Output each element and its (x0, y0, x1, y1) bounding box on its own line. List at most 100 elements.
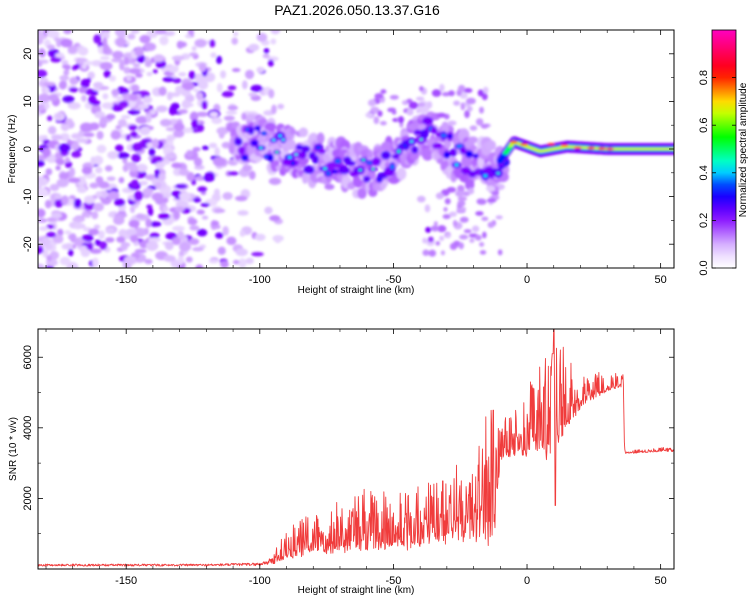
spectrogram-cell (38, 226, 49, 232)
spectrogram-cell (44, 86, 50, 94)
spectrogram-cell (232, 259, 240, 265)
y-tick-label: 2000 (22, 486, 34, 510)
spectrogram-cell (170, 259, 180, 268)
spectrogram-cell (105, 237, 115, 243)
spectrogram-cell (457, 84, 466, 93)
spectrogram-cell (196, 92, 204, 101)
spectrogram-cell (445, 233, 451, 239)
spectrogram-cell (271, 104, 277, 115)
spectrogram-cell (431, 89, 442, 97)
spectrogram-cell (331, 170, 338, 174)
spectrogram-cell (197, 80, 209, 90)
spectrogram-cell (362, 175, 371, 183)
spectrogram-cell (231, 68, 241, 73)
spectrogram-cell (161, 66, 169, 73)
spectrogram-cell (133, 63, 141, 68)
spectrogram-cell (134, 46, 144, 57)
spectrogram-cell (185, 256, 193, 263)
spectrogram-cell (435, 241, 441, 246)
spectrogram-cell (487, 221, 495, 228)
x-tick-label: -50 (385, 575, 401, 587)
spectrogram-cell (462, 191, 471, 197)
spectrogram-cell (338, 166, 350, 175)
spectrogram-cell (377, 110, 383, 117)
spectrogram-cell (459, 234, 469, 240)
spectrogram-cell (38, 218, 48, 223)
spectrogram-cell (213, 208, 226, 214)
spectrogram-cell (430, 127, 438, 134)
spectrogram-cell (56, 158, 65, 166)
colorbar-tick-label: 0.0 (698, 260, 710, 275)
spectrogram-cell (181, 102, 194, 108)
spectrogram-cell (371, 157, 381, 166)
spectrogram-cell (59, 75, 70, 81)
spectrogram-cell (80, 248, 91, 258)
spectrogram-cell (57, 228, 64, 237)
spectrogram-cell (41, 237, 51, 245)
spectrogram-cell (460, 166, 472, 175)
spectrogram-cell (58, 143, 71, 153)
spectrogram-cell (250, 84, 263, 93)
spectrogram-cell (234, 137, 243, 146)
spectrogram-cell (135, 116, 148, 124)
spectrogram-cell (146, 71, 153, 77)
spectrogram-cell (174, 183, 188, 189)
spectrogram-cell (171, 237, 181, 246)
spectrogram-cell (128, 164, 139, 172)
spectrogram-cell (144, 258, 153, 265)
spectrogram-amplitude-field (38, 30, 674, 268)
spectrogram-cell (135, 163, 148, 173)
spectrogram-cell (196, 209, 205, 215)
spectrogram-cell (68, 249, 74, 257)
spectrogram-cell (255, 125, 260, 131)
spectrogram-cell (107, 151, 119, 160)
spectrogram-cell (38, 208, 46, 218)
spectrogram-cell (38, 30, 42, 35)
spectrogram-cell (178, 72, 187, 77)
spectrogram-cell (239, 230, 246, 237)
spectrogram-cell (459, 146, 467, 155)
spectrogram-cell (439, 235, 445, 242)
spectrogram-cell (149, 109, 157, 115)
spectrogram-cell (88, 95, 97, 105)
y-tick-label: 4000 (22, 416, 34, 440)
spectrogram-cell (178, 168, 190, 176)
spectrogram-cell (55, 52, 65, 58)
spectrogram-cell (195, 264, 204, 268)
spectrogram-cell (113, 215, 125, 225)
spectrogram-cell (165, 153, 177, 160)
spectrogram-cell (263, 47, 270, 54)
spectrogram-cell (55, 165, 61, 171)
y-tick-label: -20 (22, 236, 34, 252)
spectrogram-cell (48, 93, 59, 102)
spectrogram-cell (38, 61, 43, 68)
spectrogram-cell (443, 207, 448, 212)
spectrogram-cell (289, 128, 297, 135)
spectrogram-cell (143, 42, 157, 52)
spectrogram-cell (47, 126, 57, 135)
spectrogram-cell (42, 135, 48, 140)
spectrogram-cell (96, 130, 104, 140)
spectrogram-cell (130, 84, 140, 92)
spectrogram-cell (209, 39, 216, 48)
spectrogram-cell (212, 156, 226, 167)
spectrogram-cell (155, 182, 162, 190)
spectrogram-cell (114, 30, 127, 37)
colorbar-ticks: 0.0 0.2 0.4 0.6 0.8 (698, 70, 736, 276)
snr-panel: -150 -100 -50 0 50 2000 4000 6000 Height of st… (8, 328, 675, 596)
spectrogram-cell (160, 181, 167, 189)
spectrogram-cell (102, 93, 109, 100)
spectrogram-cell (251, 252, 264, 257)
spectrogram-cell (175, 85, 184, 94)
spectrogram-cell (268, 177, 282, 185)
spectrogram-cell (81, 63, 87, 70)
spectrogram-cell (38, 37, 44, 45)
spectrogram-cell (99, 61, 113, 71)
spectrogram-cell (38, 104, 45, 112)
spectrogram-cell (158, 172, 166, 182)
spectrogram-cell (165, 127, 175, 132)
spectrogram-cell (234, 195, 248, 202)
spectrogram-cell (38, 48, 46, 58)
snr-y-axis: 2000 4000 6000 (22, 345, 674, 535)
spectrogram-cell (323, 167, 327, 170)
